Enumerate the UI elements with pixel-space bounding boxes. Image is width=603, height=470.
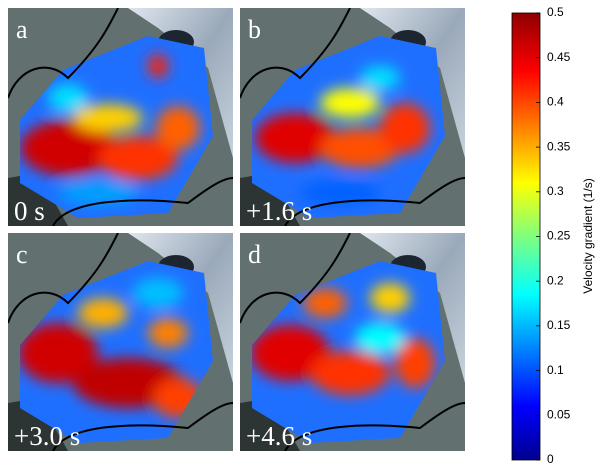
blob xyxy=(133,278,183,308)
blob xyxy=(320,88,380,118)
blob xyxy=(78,298,128,328)
tick-label: 0.2 xyxy=(547,273,564,287)
blob xyxy=(355,323,405,353)
tick-label: 0.15 xyxy=(547,318,571,332)
panel-time: +3.0 s xyxy=(14,421,80,451)
blob xyxy=(380,103,430,153)
blob xyxy=(148,54,168,78)
tick-label: 0.05 xyxy=(547,407,571,421)
panel-image xyxy=(240,233,465,451)
panel-image xyxy=(8,8,233,226)
tick-label: 0.45 xyxy=(547,50,571,64)
colorbar-label: Velocity gradient (1/s) xyxy=(581,178,595,293)
blob xyxy=(156,106,200,150)
panel: b +1.6 s xyxy=(240,8,465,226)
panel-letter: d xyxy=(248,240,261,269)
panel: a 0 s xyxy=(8,8,233,226)
panel-image xyxy=(8,233,233,451)
panel-time: +1.6 s xyxy=(246,196,312,226)
panel-letter: b xyxy=(248,15,261,44)
panel-letter: c xyxy=(16,240,28,269)
colorbar xyxy=(512,13,540,460)
blob xyxy=(310,351,390,395)
blob xyxy=(148,318,188,348)
tick-label: 0 xyxy=(547,452,554,466)
panel-letter: a xyxy=(16,15,28,44)
tick-label: 0.1 xyxy=(547,363,564,377)
tick-label: 0.4 xyxy=(547,95,564,109)
panel: d +4.6 s xyxy=(240,233,465,451)
panel-group: a 0 s b +1.6 s c +3.0 s d +4.6 s xyxy=(8,8,465,451)
panel-time: 0 s xyxy=(14,196,45,226)
tick-label: 0.5 xyxy=(547,5,564,19)
panel: c +3.0 s xyxy=(8,233,233,451)
panel-time: +4.6 s xyxy=(246,421,312,451)
blob xyxy=(360,66,400,90)
blob xyxy=(48,84,88,112)
panel-image xyxy=(240,8,465,226)
blob xyxy=(370,283,410,313)
tick-label: 0.3 xyxy=(547,184,564,198)
tick-label: 0.35 xyxy=(547,139,571,153)
blob xyxy=(73,104,143,132)
tick-label: 0.25 xyxy=(547,229,571,243)
figure: Velocity gradient (1/s) a 0 s b +1.6 s c +3.0… xyxy=(0,0,603,470)
